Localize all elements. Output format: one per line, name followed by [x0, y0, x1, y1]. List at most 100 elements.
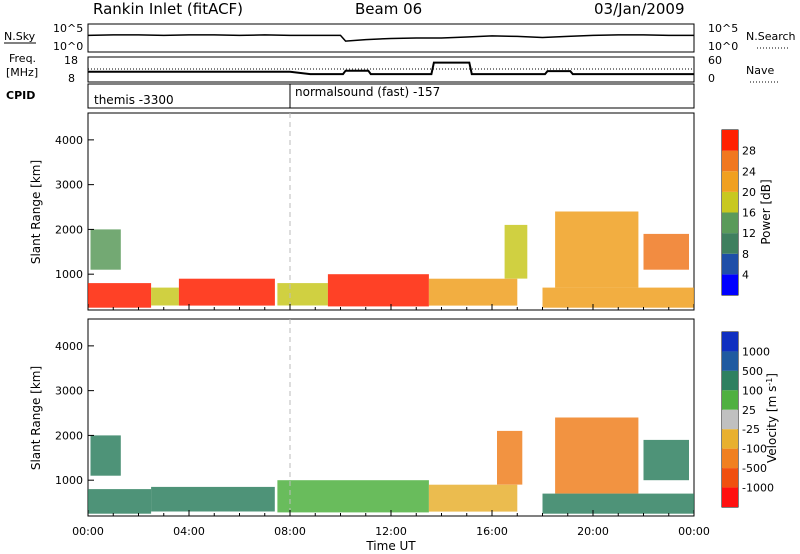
velocity-colorbar-seg-6 — [722, 448, 738, 469]
power-colorbar-tick-0: 4 — [742, 268, 749, 281]
velocity-colorbar-seg-4 — [722, 409, 738, 430]
freq-panel: Freq. [MHz] 18 8 60 0 Nave — [6, 52, 780, 85]
beam-title: Beam 06 — [355, 0, 423, 18]
velocity-region-3 — [277, 480, 429, 513]
velocity-colorbar-tick-6: -500 — [742, 462, 767, 475]
velocity-colorbar-seg-7 — [722, 468, 738, 488]
velocity-heatmap — [88, 417, 694, 514]
power-ytick-label-1: 2000 — [55, 223, 83, 236]
nsky-right-tick-bottom: 10^0 — [708, 40, 738, 53]
power-region-0 — [88, 283, 152, 308]
cpid-segment-normalsound: normalsound (fast) -157 — [295, 85, 440, 99]
velocity-x-ticks — [87, 510, 695, 516]
velocity-colorbar-seg-0 — [722, 332, 738, 352]
date-title: 03/Jan/2009 — [594, 0, 685, 18]
power-region-10 — [542, 287, 694, 308]
velocity-region-2 — [151, 486, 275, 512]
velocity-region-8 — [542, 493, 694, 514]
power-colorbar-seg-6 — [722, 150, 738, 172]
power-colorbar-tick-1: 8 — [742, 248, 749, 261]
nsky-right-tick-top: 10^5 — [708, 22, 738, 35]
velocity-colorbar-tick-2: 100 — [742, 384, 763, 397]
velocity-region-6 — [555, 417, 639, 494]
power-colorbar-seg-4 — [722, 191, 738, 213]
power-region-7 — [504, 224, 528, 279]
nsky-left-tick-top: 10^5 — [53, 22, 83, 35]
velocity-colorbar-tick-4: -25 — [742, 423, 760, 436]
power-colorbar-tick-4: 20 — [742, 186, 756, 199]
freq-label-line2: [MHz] — [6, 66, 38, 79]
power-region-2 — [151, 287, 179, 306]
velocity-colorbar-seg-1 — [722, 351, 738, 371]
velocity-region-7 — [643, 439, 689, 481]
velocity-region-1 — [90, 435, 121, 476]
power-colorbar-seg-3 — [722, 212, 738, 234]
power-region-6 — [428, 278, 518, 306]
x-tick-label-1: 04:00 — [173, 525, 205, 538]
cpid-segment-themis: themis -3300 — [94, 93, 174, 107]
velocity-colorbar-tick-5: -100 — [742, 443, 767, 456]
freq-right-tick-bottom: 0 — [708, 72, 715, 85]
velocity-ytick-label-2: 3000 — [55, 385, 83, 398]
freq-left-tick-bottom: 8 — [68, 72, 75, 85]
velocity-region-4 — [428, 484, 518, 512]
power-colorbar: 4 8 12 16 20 24 28 — [722, 130, 756, 295]
power-heatmap — [88, 211, 694, 308]
bottom-x-tick-labels: 00:00 04:00 08:00 12:00 16:00 20:00 00:00 — [72, 525, 710, 538]
bottom-xlabel: Time UT — [365, 539, 416, 553]
nsky-label: N.Sky — [4, 30, 36, 43]
x-tick-label-3: 12:00 — [375, 525, 407, 538]
velocity-colorbar-seg-8 — [722, 487, 738, 507]
velocity-region-5 — [497, 430, 523, 485]
velocity-region-0 — [88, 489, 152, 514]
nsky-panel: N.Sky 10^5 10^0 10^5 10^0 N.Search — [4, 22, 796, 53]
power-colorbar-tick-6: 28 — [742, 145, 756, 158]
velocity-colorbar-label: Velocity [m s-1] — [765, 373, 779, 463]
cpid-label: CPID — [6, 89, 35, 102]
power-colorbar-seg-1 — [722, 253, 738, 275]
power-colorbar-seg-0 — [722, 274, 738, 295]
x-tick-label-0: 00:00 — [72, 525, 104, 538]
power-region-3 — [178, 278, 275, 306]
power-ytick-label-3: 4000 — [55, 134, 83, 147]
velocity-panel: Slant Range [km] 1000 2000 3000 4000 1000 50… — [29, 318, 779, 517]
power-colorbar-seg-5 — [722, 171, 738, 192]
velocity-ytick-label-0: 1000 — [55, 474, 83, 487]
nsky-frame — [87, 23, 695, 53]
velocity-y-ticks: 1000 2000 3000 4000 — [55, 340, 94, 487]
velocity-colorbar-tick-7: -1000 — [742, 482, 774, 495]
power-ytick-label-0: 1000 — [55, 268, 83, 281]
cpid-panel: CPID themis -3300 normalsound (fast) -15… — [6, 83, 695, 109]
velocity-ytick-label-1: 2000 — [55, 429, 83, 442]
freq-series-line — [88, 61, 694, 76]
freq-left-tick-top: 18 — [64, 54, 78, 67]
freq-right-tick-top: 60 — [708, 54, 722, 67]
x-tick-label-2: 08:00 — [274, 525, 306, 538]
station-title: Rankin Inlet (fitACF) — [93, 0, 244, 18]
power-colorbar-tick-2: 12 — [742, 227, 756, 240]
power-region-9 — [643, 233, 689, 270]
power-region-4 — [277, 283, 328, 306]
nave-label: Nave — [746, 64, 774, 77]
power-colorbar-tick-3: 16 — [742, 207, 756, 220]
nsky-left-tick-bottom: 10^0 — [53, 40, 83, 53]
cpid-frame — [87, 83, 695, 109]
power-colorbar-label: Power [dB] — [759, 179, 773, 244]
power-region-5 — [327, 274, 429, 307]
velocity-colorbar: 1000 500 100 25 -25 -100 -500 -1000 — [722, 332, 774, 507]
nsky-series-line — [87, 34, 694, 42]
velocity-ytick-label-3: 4000 — [55, 340, 83, 353]
power-colorbar-seg-2 — [722, 233, 738, 254]
nsearch-label: N.Search — [746, 30, 796, 43]
freq-label-line1: Freq. — [9, 52, 36, 65]
velocity-colorbar-tick-0: 1000 — [742, 345, 770, 358]
power-colorbar-tick-5: 24 — [742, 165, 756, 178]
velocity-ylabel: Slant Range [km] — [29, 366, 43, 470]
power-ylabel: Slant Range [km] — [29, 160, 43, 264]
velocity-colorbar-seg-3 — [722, 390, 738, 410]
power-region-8 — [555, 211, 639, 288]
power-region-1 — [90, 229, 121, 270]
power-y-ticks: 1000 2000 3000 4000 — [55, 134, 94, 281]
velocity-colorbar-tick-1: 500 — [742, 365, 763, 378]
